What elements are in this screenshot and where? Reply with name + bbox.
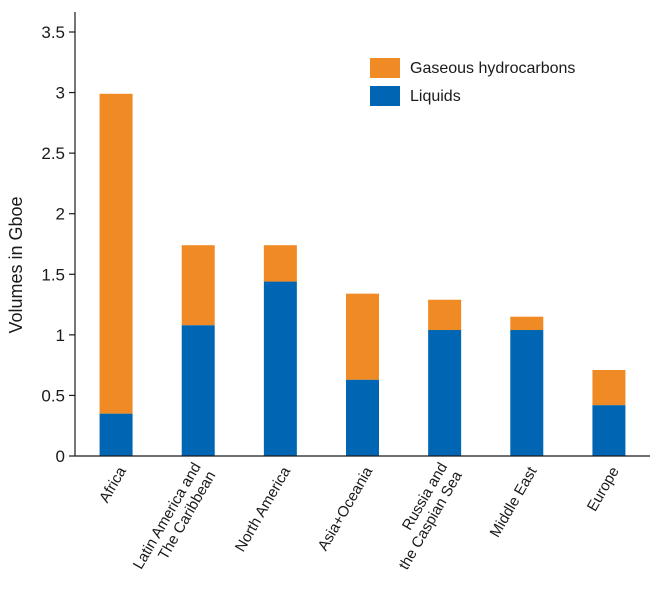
y-tick-label: 3 xyxy=(56,84,65,103)
axes-group xyxy=(74,12,650,457)
bar-liquids-0 xyxy=(99,413,133,456)
x-tick-label: North America xyxy=(232,463,295,554)
y-tick-label: 3.5 xyxy=(41,23,65,42)
legend: Gaseous hydrocarbons Liquids xyxy=(370,58,575,106)
y-tick-label: 0.5 xyxy=(41,386,65,405)
legend-label: Gaseous hydrocarbons xyxy=(410,60,575,77)
bar-gaseous-4 xyxy=(428,299,462,331)
x-tick-label-line: North America xyxy=(232,463,295,554)
bar-gaseous-5 xyxy=(510,316,544,331)
legend-swatch xyxy=(370,58,400,78)
bar-liquids-1 xyxy=(181,325,215,456)
bar-liquids-2 xyxy=(263,281,297,456)
bar-gaseous-3 xyxy=(346,293,379,380)
bars-group xyxy=(99,93,626,456)
x-tick-label: Africa xyxy=(96,463,130,505)
bar-gaseous-6 xyxy=(592,369,626,406)
x-tick-label-line: Middle East xyxy=(487,463,541,540)
bar-liquids-5 xyxy=(510,330,544,456)
x-tick-label: Europe xyxy=(584,464,623,514)
x-tick-label-line: Asia+Oceania xyxy=(315,463,377,553)
y-axis-label: Volumes in Gboe xyxy=(6,196,26,333)
bar-liquids-4 xyxy=(428,330,462,456)
bar-liquids-3 xyxy=(346,379,379,456)
x-tick-label-line: Europe xyxy=(584,464,623,514)
bar-gaseous-1 xyxy=(181,245,215,326)
bar-liquids-6 xyxy=(592,405,626,456)
y-tick-label: 0 xyxy=(56,447,65,466)
x-tick-label: Middle East xyxy=(487,463,541,540)
y-tick-label: 1.5 xyxy=(41,265,65,284)
x-tick-label-line: Africa xyxy=(96,463,130,505)
legend-label: Liquids xyxy=(410,88,461,105)
bar-gaseous-2 xyxy=(263,245,297,282)
y-tick-label: 2 xyxy=(56,205,65,224)
y-tick-label: 1 xyxy=(56,326,65,345)
bar-gaseous-0 xyxy=(99,93,133,414)
y-tick-label: 2.5 xyxy=(41,144,65,163)
y-ticks-group: 0 0.5 1 1.5 2 2.5 3 3.5 xyxy=(41,23,75,466)
x-tick-label: Asia+Oceania xyxy=(315,463,377,553)
legend-swatch xyxy=(370,86,400,106)
